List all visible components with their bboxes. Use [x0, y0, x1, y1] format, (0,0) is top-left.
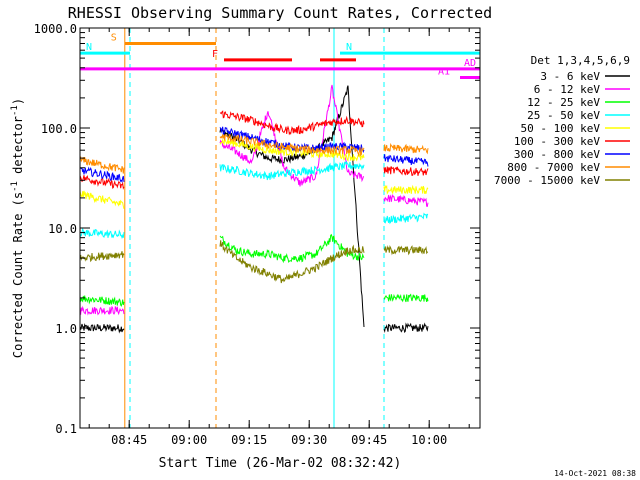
x-tick-label-5: 10:00	[411, 433, 447, 447]
series-0-segment-1	[219, 85, 365, 328]
series-1-segment-1	[219, 84, 364, 187]
series-0-segment-2	[383, 322, 429, 334]
series-6-segment-0	[80, 166, 125, 184]
series-3-segment-1	[219, 160, 365, 181]
series-5-segment-2	[383, 166, 429, 177]
x-axis-label: Start Time (26-Mar-02 08:32:42)	[159, 456, 402, 471]
plot-frame	[79, 27, 481, 429]
x-tick-label-2: 09:15	[231, 433, 267, 447]
legend-label-2: 12 - 25 keV	[527, 96, 600, 109]
y-tick-label-3: 1.0	[55, 322, 77, 336]
series-1-segment-0	[79, 305, 125, 316]
series-5-segment-1	[219, 110, 365, 136]
series-3-segment-2	[383, 212, 429, 225]
status-bar-label-2: N	[346, 42, 352, 53]
x-tick-label-0: 08:45	[111, 433, 147, 447]
series-3-segment-0	[79, 227, 125, 240]
series-6-segment-2	[383, 154, 429, 167]
x-tick-label-3: 09:30	[291, 433, 327, 447]
status-bar-label-5: AD	[464, 58, 476, 69]
y-tick-label-0: 1000.0	[34, 22, 77, 36]
y-tick-label-2: 10.0	[48, 222, 77, 236]
series-4-segment-2	[383, 184, 429, 195]
plot-area: S N N F AD A1	[79, 28, 480, 428]
x-tick-label-4: 09:45	[351, 433, 387, 447]
status-bar-label-6: A1	[438, 66, 450, 77]
legend-label-1: 6 - 12 keV	[534, 83, 601, 96]
series-2-segment-0	[79, 295, 125, 307]
series-4-segment-0	[79, 190, 125, 210]
series-7-segment-1	[219, 133, 365, 158]
legend-label-0: 3 - 6 keV	[540, 70, 600, 83]
legend-label-4: 50 - 100 keV	[521, 122, 601, 135]
status-bar-label-1: N	[86, 42, 92, 53]
series-8-segment-1	[219, 240, 365, 284]
legend-label-5: 100 - 300 keV	[514, 135, 600, 148]
status-bar-label-0: S	[111, 32, 117, 43]
axis-ticks: 1000.0 100.0 10.0 1.0 0.1 08:45 09:00 09:15 09:3…	[34, 22, 480, 447]
status-bar-label-3: F	[212, 49, 218, 60]
series-1-segment-2	[383, 193, 429, 208]
legend-label-8: 7000 - 15000 keV	[494, 174, 600, 187]
y-tick-label-1: 100.0	[41, 122, 77, 136]
chart-title: RHESSI Observing Summary Count Rates, Co…	[68, 4, 492, 22]
series-2-segment-1	[219, 233, 365, 264]
series-7-segment-2	[383, 142, 429, 155]
series-8-segment-0	[79, 251, 125, 263]
x-tick-label-1: 09:00	[171, 433, 207, 447]
series-0-segment-0	[79, 322, 125, 334]
legend-label-7: 800 - 7000 keV	[507, 161, 600, 174]
series-7-segment-0	[80, 156, 125, 174]
y-tick-label-4: 0.1	[55, 422, 77, 436]
series-2-segment-2	[383, 293, 429, 303]
series-6-segment-1	[219, 126, 365, 154]
generation-timestamp: 14-Oct-2021 08:38	[554, 469, 636, 478]
y-axis-label: Corrected Count Rate (s-1 detector-1)	[10, 98, 25, 358]
legend-label-3: 25 - 50 keV	[527, 109, 600, 122]
series-8-segment-2	[383, 244, 429, 256]
legend-label-6: 300 - 800 keV	[514, 148, 600, 161]
legend-title: Det 1,3,4,5,6,9	[531, 54, 630, 67]
